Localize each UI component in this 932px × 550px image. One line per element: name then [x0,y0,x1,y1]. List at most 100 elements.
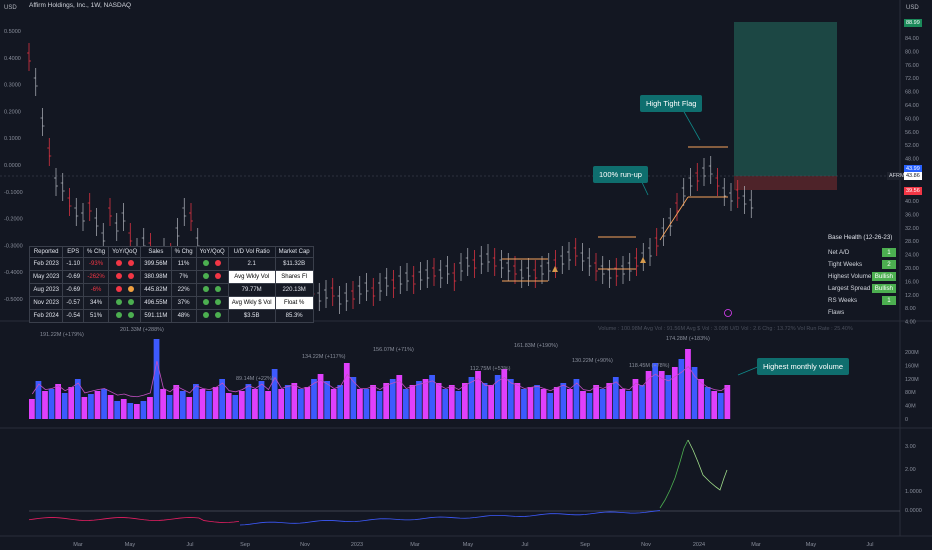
fundamentals-header-cell: Sales [140,246,172,258]
volume-bar [593,385,599,419]
volume-bar [114,401,121,419]
status-dot-icon [115,273,122,279]
fundamentals-row: Feb 2024 -0.54 51% 591.11M 48% $3.5B 85.3% [28,309,314,323]
volume-bar [35,381,42,419]
volume-bar [363,389,370,419]
volume-bar [488,385,495,419]
right-axis-tick: 12.00 [905,293,919,299]
volume-bar [462,383,468,419]
volume-bar [212,387,219,419]
time-axis-label: Nov [641,542,651,548]
volume-axis-tick: 120M [905,377,919,383]
oscillator-line-red [28,517,240,523]
fundamentals-row: Nov 2023 -0.57 34% 496.55M 37% Avg Wkly $ Vol… [28,296,314,310]
oscillator-axis-tick: 3.00 [905,444,916,450]
metric-value-cell: 220.13M [274,283,314,297]
volume-bar [678,359,685,419]
status-dot-icon [127,260,134,266]
right-axis-tick: 64.00 [905,103,919,109]
volume-bar [599,389,606,419]
volume-bar [527,387,534,419]
status-dot-icon [115,299,122,305]
volume-annotation: 112.75M (+53%) [470,366,511,372]
right-axis-tick: 40.00 [905,199,919,205]
chart-title: Affirm Holdings, Inc., 1W, NASDAQ [29,2,132,9]
right-axis-tick: 36.00 [905,212,919,218]
oscillator-line-blue [239,510,661,526]
status-dot-icon [203,299,210,305]
sales-yoy-qoq-cell [195,257,229,271]
metric-label-cell: Avg Wkly $ Vol [227,296,276,310]
volume-bar [717,393,724,419]
volume-bar [232,395,239,419]
status-dot-icon [203,312,210,318]
time-axis-label: Nov [300,542,310,548]
eps-change-cell: -6% [83,283,110,297]
volume-bar [343,363,350,419]
oscillator-axis-tick: 2.00 [905,467,916,473]
right-axis-tick: 60.00 [905,116,919,122]
volume-bar [416,381,422,419]
base-health-value: 1 [882,295,896,305]
sales-cell: 445.82M [140,283,172,297]
metric-label-cell: $3.5B [227,309,276,323]
fundamentals-header-cell: U/D Vol Ratio [227,246,276,258]
volume-bar [685,349,691,419]
status-dot-icon [203,260,210,266]
sales-change-cell: 37% [170,296,197,310]
left-axis-tick: 0.0000 [4,163,21,169]
metric-value-cell: 85.3% [274,309,314,323]
volume-bar [291,383,298,419]
sales-cell: 496.55M [140,296,172,310]
volume-bar [376,391,383,419]
fundamentals-row: Aug 2023 -0.69 -6% 445.82M 22% 79.77M 220.13M [28,283,314,297]
volume-bar [435,383,442,419]
volume-bar [619,389,626,419]
volume-bar [179,391,186,419]
event-icon[interactable] [724,309,732,317]
base-health-title: Base Health (12-26-23) [828,234,893,241]
volume-bar [166,395,173,419]
volume-moving-average [31,360,728,398]
volume-annotation: 161.83M (+190%) [514,343,558,349]
eps-cell: -0.54 [62,309,85,323]
currency-label-left: USD [4,5,17,11]
axis-labels: 0.5000 0.4000 0.3000 0.2000 0.1000 0.0000 -0.1… [4,29,922,548]
right-axis-tick: 48.00 [905,157,919,163]
volume-bar [442,389,449,419]
status-dot-icon [215,273,222,279]
fundamentals-row: May 2023 -0.69 -262% 380.98M 7% Avg Wkly Vol S… [28,270,314,284]
fundamentals-header-cell: Reported [28,246,64,258]
status-dot-icon [215,312,222,318]
fundamentals-header-cell: YoY/QoQ [108,246,142,258]
left-axis-tick: 0.1000 [4,136,21,142]
right-axis-tick: 32.00 [905,226,919,232]
left-axis-tick: -0.4000 [4,270,23,276]
volume-bar [370,385,376,419]
volume-annotation: 191.22M (+179%) [40,332,84,338]
fundamentals-header-cell: % Chg [170,246,197,258]
volume-bar [153,339,160,419]
right-axis-tick: 8.00 [905,306,916,312]
oscillator-line-green [659,439,689,509]
currency-label-right: USD [906,5,919,11]
volume-bar [225,393,232,419]
callout-highest-volume[interactable]: Highest monthly volume [757,358,850,375]
callout-high-tight-flag[interactable]: High Tight Flag [640,95,703,112]
status-dot-icon [215,286,222,292]
volume-bar [448,385,455,419]
callout-run-up[interactable]: 100% run-up [593,166,648,183]
callout-pointer [737,365,761,376]
metric-value-cell: $11.32B [274,257,314,271]
stop-zone [734,176,837,190]
volume-axis-tick: 40M [905,404,916,410]
volume-bar [711,391,718,419]
volume-annotation: 174.28M (+183%) [666,336,710,342]
base-health-label: Net A/D [828,248,850,256]
metric-label-cell: 79.77M [227,283,276,297]
volume-bar [74,379,81,419]
volume-bar [199,389,206,419]
metric-value-cell: Shares Fl [274,270,314,284]
base-health-label: Flaws [828,308,845,316]
